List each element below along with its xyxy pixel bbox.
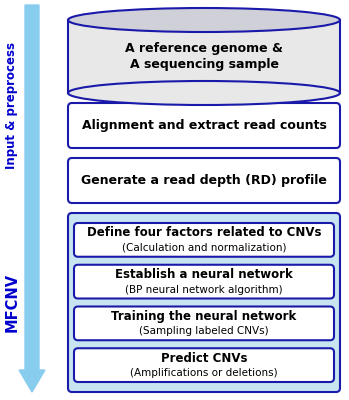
- FancyBboxPatch shape: [74, 306, 334, 340]
- FancyBboxPatch shape: [74, 223, 334, 257]
- FancyBboxPatch shape: [68, 158, 340, 203]
- Text: Alignment and extract read counts: Alignment and extract read counts: [82, 119, 326, 132]
- FancyBboxPatch shape: [68, 103, 340, 148]
- Ellipse shape: [68, 81, 340, 105]
- Text: Input & preprocess: Input & preprocess: [6, 42, 18, 169]
- Bar: [68, 20, 340, 93]
- Text: Define four factors related to CNVs: Define four factors related to CNVs: [87, 226, 321, 239]
- Text: Generate a read depth (RD) profile: Generate a read depth (RD) profile: [81, 174, 327, 187]
- Text: (Calculation and normalization): (Calculation and normalization): [122, 243, 286, 253]
- Text: Training the neural network: Training the neural network: [111, 310, 297, 323]
- Ellipse shape: [68, 8, 340, 32]
- FancyBboxPatch shape: [74, 265, 334, 298]
- Text: (Sampling labeled CNVs): (Sampling labeled CNVs): [139, 326, 269, 336]
- FancyBboxPatch shape: [68, 213, 340, 392]
- FancyBboxPatch shape: [74, 348, 334, 382]
- Text: Predict CNVs: Predict CNVs: [161, 352, 247, 365]
- Text: (Amplifications or deletions): (Amplifications or deletions): [130, 368, 278, 378]
- Text: A reference genome &: A reference genome &: [125, 42, 283, 55]
- Text: MFCNV: MFCNV: [5, 273, 20, 332]
- FancyArrow shape: [19, 5, 45, 392]
- Text: Establish a neural network: Establish a neural network: [115, 268, 293, 281]
- Text: (BP neural network algorithm): (BP neural network algorithm): [125, 285, 283, 295]
- Text: A sequencing sample: A sequencing sample: [129, 58, 279, 71]
